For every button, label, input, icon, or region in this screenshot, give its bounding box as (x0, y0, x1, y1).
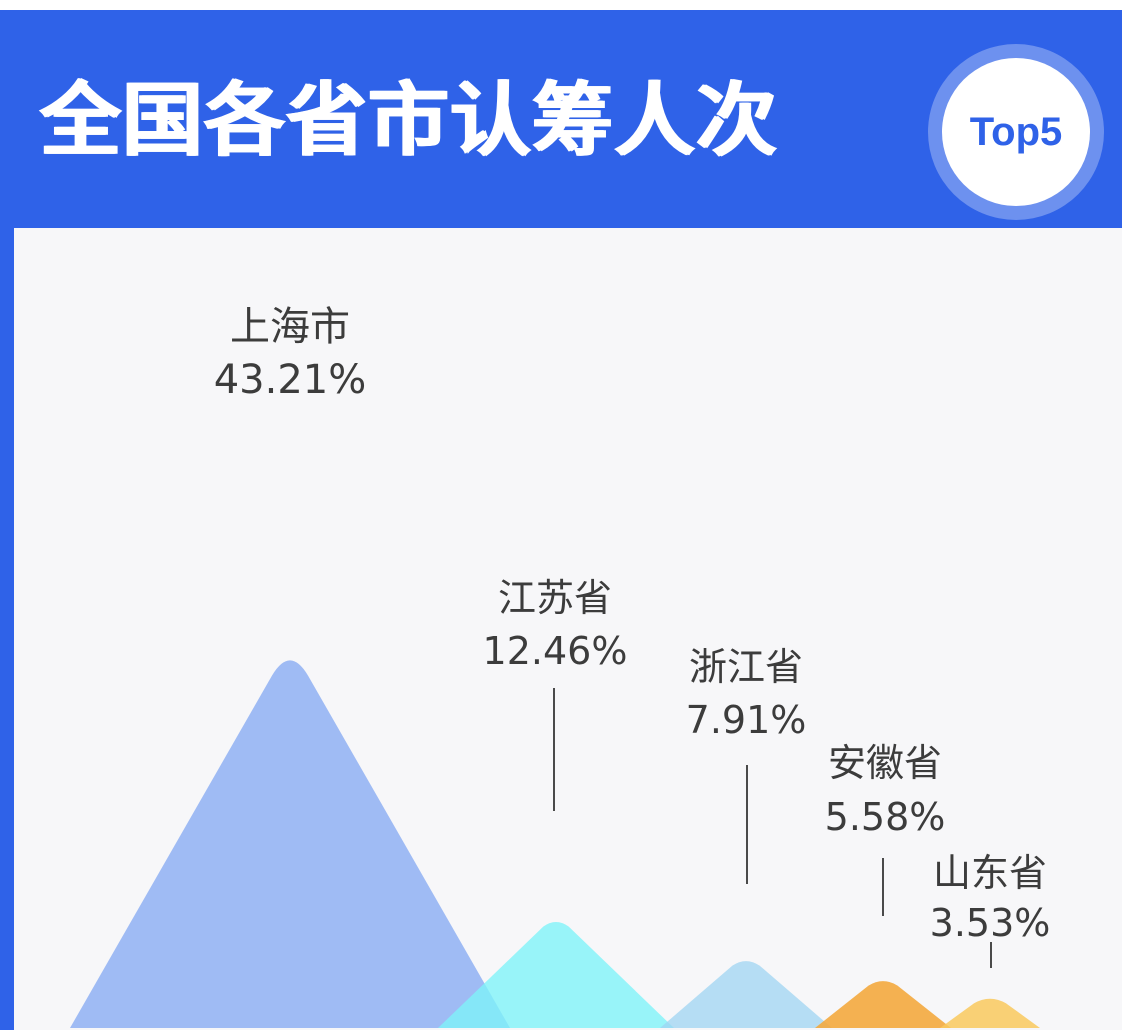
peak-value-1: 43.21% (214, 357, 367, 403)
peak-value-2: 12.46% (483, 629, 628, 673)
page-title: 全国各省市认筹人次 (40, 74, 778, 167)
peak-1 (70, 660, 510, 1028)
chart-panel: 上海市 43.21% 江苏省 12.46% 浙江省 7.91% 安徽省 5.58% 山东省 3.5… (14, 228, 1122, 1030)
peak-chart: 上海市 43.21% 江苏省 12.46% 浙江省 7.91% 安徽省 5.58% 山东省 3.5… (70, 304, 1051, 1028)
top5-badge: Top5 (942, 58, 1090, 206)
peak-label-2: 江苏省 (498, 576, 612, 620)
top-border (0, 0, 1122, 10)
peak-4 (815, 981, 951, 1028)
top5-badge-label: Top5 (969, 109, 1063, 154)
header-banner (0, 10, 1122, 226)
peak-label-3: 浙江省 (689, 645, 803, 689)
peak-value-4: 5.58% (825, 795, 946, 839)
peak-3 (660, 961, 832, 1028)
peak-label-5: 山东省 (933, 851, 1047, 895)
peak-5 (940, 998, 1040, 1028)
peak-value-5: 3.53% (930, 901, 1051, 945)
peak-label-1: 上海市 (230, 304, 350, 350)
peak-value-3: 7.91% (686, 698, 807, 742)
peak-label-4: 安徽省 (828, 741, 942, 785)
peak-2 (438, 922, 674, 1028)
